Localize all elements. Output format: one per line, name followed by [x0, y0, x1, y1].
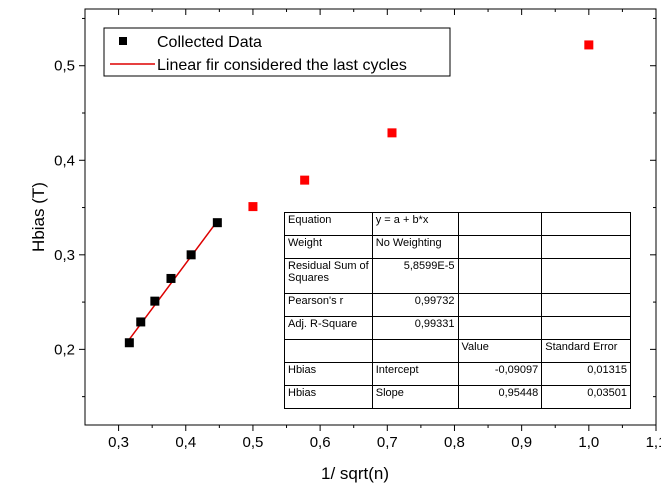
x-tick-label: 1,1: [646, 434, 661, 451]
fit-table-cell: 0,99331: [371, 316, 459, 340]
legend-box: [103, 27, 451, 77]
fit-table-cell: [457, 235, 543, 259]
y-tick-label: 0,2: [54, 341, 75, 358]
data-point-red: [584, 40, 594, 50]
fit-table-cell: 0,03501: [541, 385, 631, 409]
data-point-red: [300, 175, 310, 185]
fit-table-cell: Adj. R-Square: [284, 316, 373, 340]
fit-table-cell: [541, 258, 631, 294]
fit-table-cell: [541, 293, 631, 317]
x-tick-label: 0,3: [108, 434, 129, 451]
fit-table-row: Residual Sum of Squares 5,8599E-5: [284, 258, 631, 294]
x-axis-ticks: 0,3 0,4 0,5 0,6 0,7 0,8 0,9 1,0 1,1: [108, 9, 661, 451]
fit-table-row: Pearson's r 0,99732: [284, 293, 631, 317]
x-tick-label: 0,5: [243, 434, 264, 451]
fit-table-cell: Slope: [371, 385, 459, 409]
fit-table-cell: [371, 339, 459, 363]
fit-table-cell: y = a + b*x: [371, 212, 459, 236]
fit-table-cell: [457, 258, 543, 294]
legend-label-linear-fit: Linear fir considered the last cycles: [157, 57, 407, 74]
data-point-collected: [186, 250, 196, 260]
fit-table-row: Adj. R-Square 0,99331: [284, 316, 631, 340]
fit-table-cell: Weight: [284, 235, 373, 259]
fit-table-row: Hbias Slope 0,95448 0,03501: [284, 385, 631, 409]
data-point-collected: [124, 338, 134, 348]
x-tick-label: 0,9: [511, 434, 532, 451]
fit-table-row: Weight No Weighting: [284, 235, 631, 259]
plot-frame: [84, 8, 657, 426]
data-point-collected: [166, 273, 176, 283]
fit-table-cell: [541, 316, 631, 340]
fit-table-cell: [541, 235, 631, 259]
data-point-collected: [150, 296, 160, 306]
data-point-red: [248, 202, 258, 212]
fit-table-cell: Intercept: [371, 362, 459, 386]
fit-table-cell: [457, 316, 543, 340]
fit-table-cell: 5,8599E-5: [371, 258, 459, 294]
y-tick-label: 0,4: [54, 152, 75, 169]
fit-table-cell: Standard Error: [541, 339, 631, 363]
x-tick-label: 0,6: [310, 434, 331, 451]
x-tick-label: 0,8: [444, 434, 465, 451]
fit-table-row: Hbias Intercept -0,09097 0,01315: [284, 362, 631, 386]
legend-label-collected-data: Collected Data: [157, 34, 262, 51]
fit-table-cell: [541, 212, 631, 236]
fit-table-cell: -0,09097: [457, 362, 543, 386]
fit-table-cell: Equation: [284, 212, 373, 236]
x-tick-label: 1,0: [578, 434, 599, 451]
fit-table-cell: 0,95448: [457, 385, 543, 409]
y-tick-label: 0,5: [54, 58, 75, 75]
fit-table-cell: [284, 339, 373, 363]
fit-table-cell: Pearson's r: [284, 293, 373, 317]
fit-table-cell: Residual Sum of Squares: [284, 258, 373, 294]
fit-table-cell: [457, 212, 543, 236]
fit-table-cell: 0,99732: [371, 293, 459, 317]
y-axis-title: Hbias (T): [29, 182, 48, 252]
data-point-red: [387, 128, 397, 138]
fit-table-cell: [457, 293, 543, 317]
fit-table-row: Value Standard Error: [284, 339, 631, 363]
data-point-collected: [212, 218, 222, 228]
fit-table-cell: Hbias: [284, 362, 373, 386]
legend: Collected Data Linear fir considered the…: [103, 27, 451, 77]
fit-table-cell: 0,01315: [541, 362, 631, 386]
fit-table-cell: No Weighting: [371, 235, 459, 259]
x-tick-label: 0,4: [175, 434, 196, 451]
fit-results-table: Equation y = a + b*x Weight No Weighting Res…: [284, 212, 631, 409]
legend-marker-collected-data: [119, 37, 127, 45]
fit-table-cell: Hbias: [284, 385, 373, 409]
x-axis-title: 1/ sqrt(n): [321, 464, 389, 483]
y-tick-label: 0,3: [54, 247, 75, 264]
points-layer: [124, 40, 594, 348]
x-tick-label: 0,7: [377, 434, 398, 451]
data-point-collected: [136, 317, 146, 327]
y-axis-ticks: 0,2 0,3 0,4 0,5: [54, 17, 656, 398]
fit-table-row: Equation y = a + b*x: [284, 212, 631, 236]
fit-table-cell: Value: [457, 339, 543, 363]
